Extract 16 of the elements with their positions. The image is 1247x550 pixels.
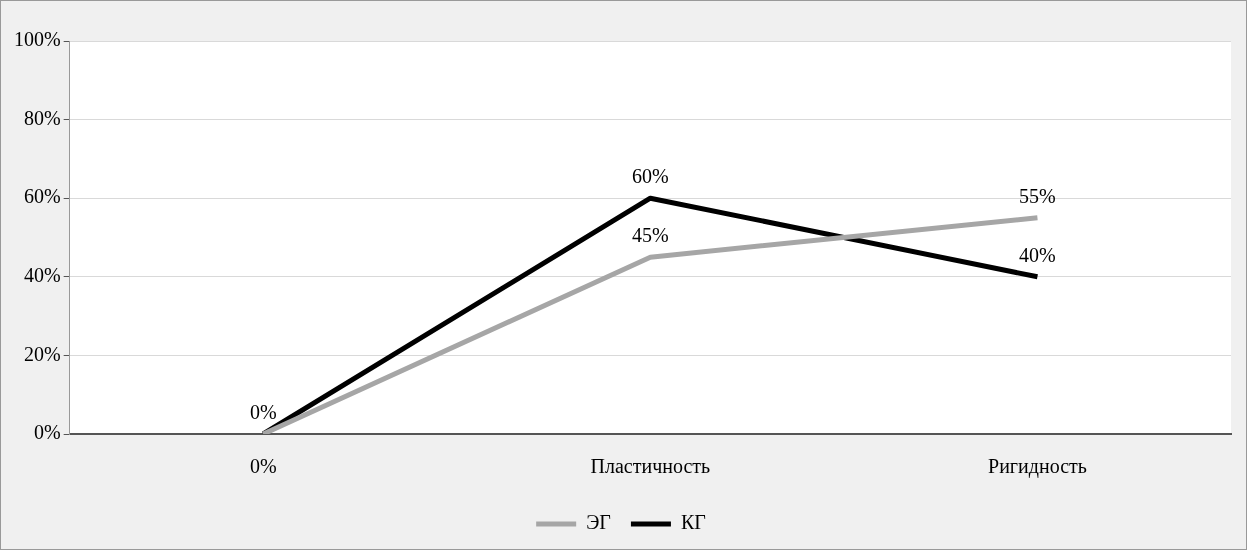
data-label: 0% [249, 401, 277, 424]
data-label: 45% [631, 224, 669, 247]
y-tick-label: 40% [23, 264, 61, 287]
y-tick-label: 0% [33, 421, 61, 444]
y-tick-label: 60% [23, 185, 61, 208]
x-tick-label: Ригидность [988, 455, 1087, 479]
legend-label: ЭГ [586, 511, 611, 534]
y-tick-label: 100% [13, 28, 61, 51]
legend-label: КГ [680, 511, 706, 534]
data-label: 40% [1019, 244, 1056, 267]
y-tick-label: 20% [23, 342, 61, 365]
x-tick-label: Пластичность [590, 455, 711, 478]
data-label: 60% [631, 165, 669, 188]
data-label: 55% [1019, 185, 1056, 208]
y-tick-label: 80% [23, 106, 61, 129]
x-tick-label: 0% [249, 455, 277, 478]
